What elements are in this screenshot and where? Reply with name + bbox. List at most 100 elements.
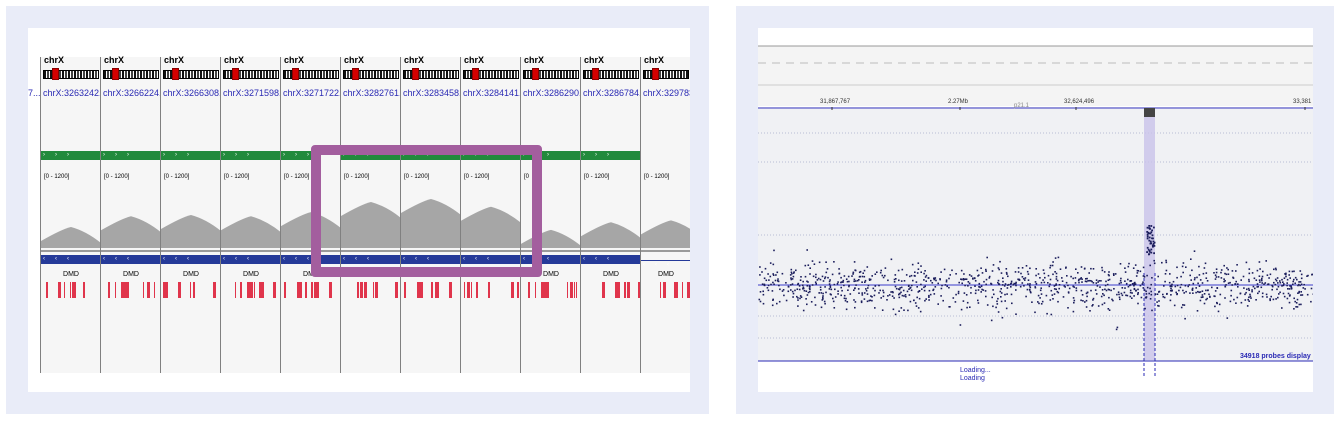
chromosome-ideogram[interactable] (583, 70, 639, 79)
chromosome-ideogram[interactable] (343, 70, 399, 79)
probe-point (840, 286, 842, 289)
probe-point (1026, 288, 1029, 291)
probe-outlier (960, 278, 962, 280)
probe-point (1252, 285, 1255, 288)
probe-point (761, 271, 763, 273)
probe-outlier (990, 319, 993, 322)
exon-track (284, 282, 332, 298)
coverage-area (161, 215, 221, 248)
exon-mark (215, 282, 216, 298)
exon-mark (329, 282, 332, 298)
chromosome-ideogram[interactable] (523, 70, 579, 79)
coverage-track (341, 201, 401, 248)
probe-point (1306, 275, 1308, 277)
probe-point (1190, 279, 1192, 281)
locus-label[interactable]: chrX:3266224... (103, 88, 167, 98)
locus-column[interactable]: chrX chrX:3266224... ››› [0 - 1200] ‹‹‹ DMD (100, 55, 167, 373)
feature-track-green: ››› (221, 151, 281, 160)
locus-column[interactable]: chrX chrX:3284141... ››› [0 - 1200] ‹‹‹ DMD (460, 55, 527, 373)
probe-point (856, 279, 859, 282)
locus-label[interactable]: chrX:3286784... (583, 88, 647, 98)
probe-point (1025, 265, 1028, 267)
chromosome-ideogram[interactable] (643, 70, 689, 79)
probe-point (873, 294, 876, 297)
chromosome-ideogram[interactable] (163, 70, 219, 79)
exon-mark (625, 282, 626, 298)
locus-column[interactable]: chrX chrX:3282761... ››› [0 - 1200] ‹‹‹ DMD (340, 55, 407, 373)
probe-point (1245, 261, 1248, 264)
locus-label[interactable]: chrX:3271722... (283, 88, 347, 98)
probe-point (1251, 272, 1254, 274)
chromosome-ideogram[interactable] (283, 70, 339, 79)
probe-point (1131, 297, 1133, 299)
locus-label[interactable]: chrX:3263242... (43, 88, 107, 98)
probe-point (858, 279, 860, 281)
probe-point (1302, 287, 1305, 289)
probe-point (1201, 282, 1204, 284)
probe-point (879, 271, 882, 274)
chromosome-ideogram[interactable] (103, 70, 159, 79)
locus-column[interactable]: chrX chrX:3297832 [0 - 1200] ‹‹‹ DMD (640, 55, 690, 373)
probe-point (1220, 271, 1222, 274)
probe-point (765, 279, 768, 282)
probe-point (843, 297, 846, 300)
locus-label[interactable]: chrX:3283458... (403, 88, 467, 98)
probe-point (1188, 284, 1191, 286)
probe-point (855, 280, 857, 282)
probe-point (773, 283, 775, 286)
probe-point (1217, 276, 1220, 278)
chromosome-ideogram[interactable] (43, 70, 99, 79)
probe-point (812, 275, 815, 278)
locus-label[interactable]: chrX:3266308... (163, 88, 227, 98)
probe-point-gain (1153, 245, 1156, 247)
chromosome-ideogram[interactable] (223, 70, 279, 79)
probe-point (820, 292, 823, 294)
gene-name-label: DMD (243, 271, 259, 278)
probe-point (1286, 297, 1289, 300)
probe-point (1139, 270, 1142, 273)
probe-point (1108, 289, 1111, 291)
locus-label[interactable]: chrX:3297832 (643, 88, 690, 98)
locus-column[interactable]: chrX chrX:3263242... ››› [0 - 1200] ‹‹‹ DMD (40, 55, 107, 373)
probe-point (870, 295, 872, 297)
locus-column[interactable]: chrX chrX:3286784... ››› [0 - 1200] ‹‹‹ DMD (580, 55, 647, 373)
locus-label[interactable]: chrX:3282761... (343, 88, 407, 98)
probe-point (1206, 280, 1209, 282)
probe-point (1063, 285, 1066, 287)
locus-column[interactable]: chrX chrX:3266308... ››› [0 - 1200] ‹‹‹ DMD (160, 55, 227, 373)
locus-column[interactable]: chrX chrX:3283458... ››› [0 - 1200] ‹‹‹ DMD (400, 55, 467, 373)
locus-column[interactable]: chrX chrX:3271598... ››› [0 - 1200] ‹‹‹ DMD (220, 55, 287, 373)
probe-point (833, 261, 835, 263)
probe-point (1214, 290, 1217, 292)
probe-point (1266, 274, 1269, 276)
probe-point (955, 293, 957, 296)
loading-text: Loading... (960, 367, 991, 374)
probe-point (1211, 286, 1213, 289)
chromosome-ideogram[interactable] (403, 70, 459, 79)
probe-point (1163, 285, 1165, 287)
probe-point (1128, 262, 1130, 265)
exon-mark (193, 282, 195, 298)
probe-point (923, 279, 925, 281)
probe-point (880, 297, 882, 299)
probe-point (881, 274, 884, 277)
locus-label[interactable]: chrX:3286290... (523, 88, 587, 98)
probe-point (785, 299, 788, 302)
probe-point (917, 268, 920, 270)
locus-column[interactable]: chrX chrX:3271722... ››› [0 - 1200] ‹‹‹ DMD (280, 55, 347, 373)
probe-point (1203, 302, 1206, 305)
probe-point (1088, 272, 1090, 274)
probe-point (792, 292, 795, 295)
probe-point (819, 278, 822, 281)
probe-point (1101, 269, 1104, 272)
locus-column[interactable]: chrX chrX:3286290... ››› [0 ‹‹‹ DMD (520, 55, 587, 373)
probe-point (1144, 307, 1146, 310)
locus-label[interactable]: chrX:3271598... (223, 88, 287, 98)
probe-point (838, 272, 841, 275)
probe-point (848, 280, 850, 283)
chromosome-ideogram[interactable] (463, 70, 519, 79)
probe-point (804, 275, 807, 278)
locus-label[interactable]: chrX:3284141... (463, 88, 527, 98)
probe-point (790, 271, 793, 274)
probe-point (1116, 293, 1118, 296)
